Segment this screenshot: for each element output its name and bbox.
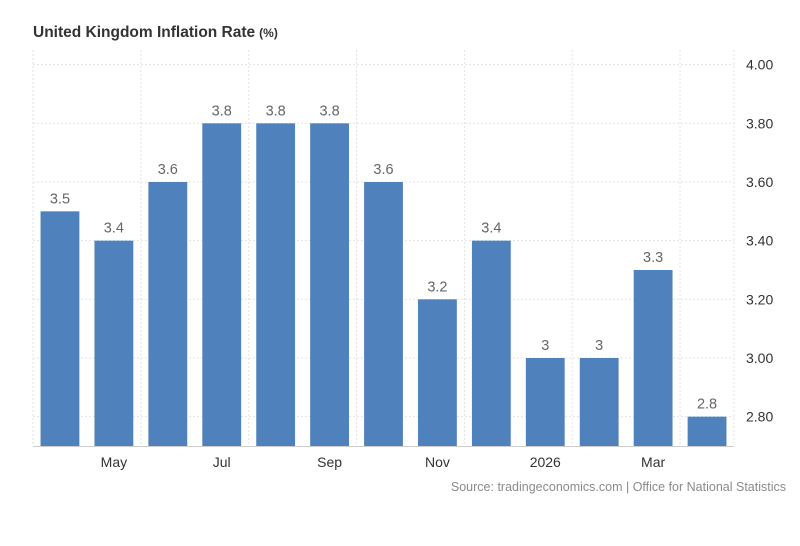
x-tick-label: Sep [317,454,342,470]
data-label: 3.4 [481,221,501,237]
bar-jul-2025 [202,123,242,446]
bars [40,123,727,446]
x-tick-label: Mar [641,454,665,470]
y-tick-label: 3.00 [746,350,773,366]
data-label: 3 [541,338,549,354]
data-labels: 3.5 3.4 3.6 3.8 3.8 3.8 3.6 3.2 3.4 3 3 3.3 2.8 [50,103,717,412]
data-label: 3.6 [158,162,178,178]
source-note: Source: tradingeconomics.com | Office fo… [450,480,786,494]
bar-mar-2026 [633,270,673,446]
data-label: 3.8 [319,103,339,119]
data-label: 3 [595,338,603,354]
chart-title: United Kingdom Inflation Rate (%) [33,24,278,42]
bar-may-2025 [94,240,134,446]
y-axis-ticks: 2.80 3.00 3.20 3.40 3.60 3.80 4.00 [746,57,773,425]
data-label: 3.8 [212,103,232,119]
x-tick-label: 2026 [530,454,561,470]
data-label: 2.8 [697,397,717,413]
bar-jun-2025 [148,182,188,446]
y-tick-label: 3.80 [746,115,773,131]
data-label: 3.8 [266,103,286,119]
chart-title-unit: (%) [259,26,278,40]
bar-nov-2025 [418,299,457,446]
data-label: 3.4 [104,221,124,237]
y-tick-label: 3.20 [746,291,773,307]
bar-jan-2026 [525,358,565,446]
bar-aug-2025 [256,123,296,446]
bar-dec-2025 [471,240,511,446]
bar-oct-2025 [364,182,403,446]
bar-apr-2026 [687,416,727,446]
y-tick-label: 3.40 [746,233,773,249]
x-axis-ticks: May Jul Sep Nov 2026 Mar [101,454,666,470]
y-tick-label: 2.80 [746,409,773,425]
data-label: 3.6 [373,162,393,178]
x-tick-label: Jul [213,454,231,470]
x-tick-label: Nov [425,454,450,470]
y-tick-label: 4.00 [746,57,773,73]
bar-sep-2025 [310,123,349,446]
data-label: 3.2 [427,279,447,295]
data-label: 3.5 [50,191,70,207]
x-tick-label: May [101,454,127,470]
y-tick-label: 3.60 [746,174,773,190]
data-label: 3.3 [643,250,663,266]
bar-apr-2025 [40,211,80,446]
bar-feb-2026 [579,358,619,446]
chart-title-text: United Kingdom Inflation Rate [33,24,256,41]
